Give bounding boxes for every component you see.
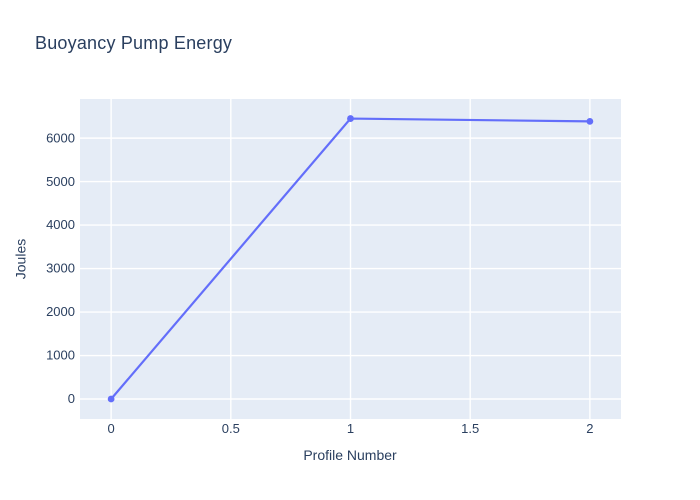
svg-text:2: 2 (586, 421, 593, 436)
svg-text:5000: 5000 (46, 174, 75, 189)
y-tick-labels: 0 1000 2000 3000 4000 5000 6000 (46, 130, 75, 406)
data-point (107, 395, 115, 403)
svg-text:0: 0 (108, 421, 115, 436)
svg-text:1: 1 (347, 421, 354, 436)
svg-text:2000: 2000 (46, 304, 75, 319)
svg-text:0.5: 0.5 (222, 421, 240, 436)
y-axis-title: Joules (12, 239, 28, 279)
series-markers[interactable] (107, 115, 594, 403)
svg-text:4000: 4000 (46, 217, 75, 232)
data-point (586, 117, 594, 125)
x-tick-labels: 0 0.5 1 1.5 2 (108, 421, 594, 436)
chart-title: Buoyancy Pump Energy (35, 33, 233, 53)
data-point (347, 115, 354, 122)
svg-text:1000: 1000 (46, 348, 75, 363)
svg-text:6000: 6000 (46, 130, 75, 145)
x-axis-title: Profile Number (303, 447, 397, 463)
svg-text:1.5: 1.5 (461, 421, 479, 436)
svg-text:3000: 3000 (46, 261, 75, 276)
svg-text:0: 0 (68, 391, 75, 406)
